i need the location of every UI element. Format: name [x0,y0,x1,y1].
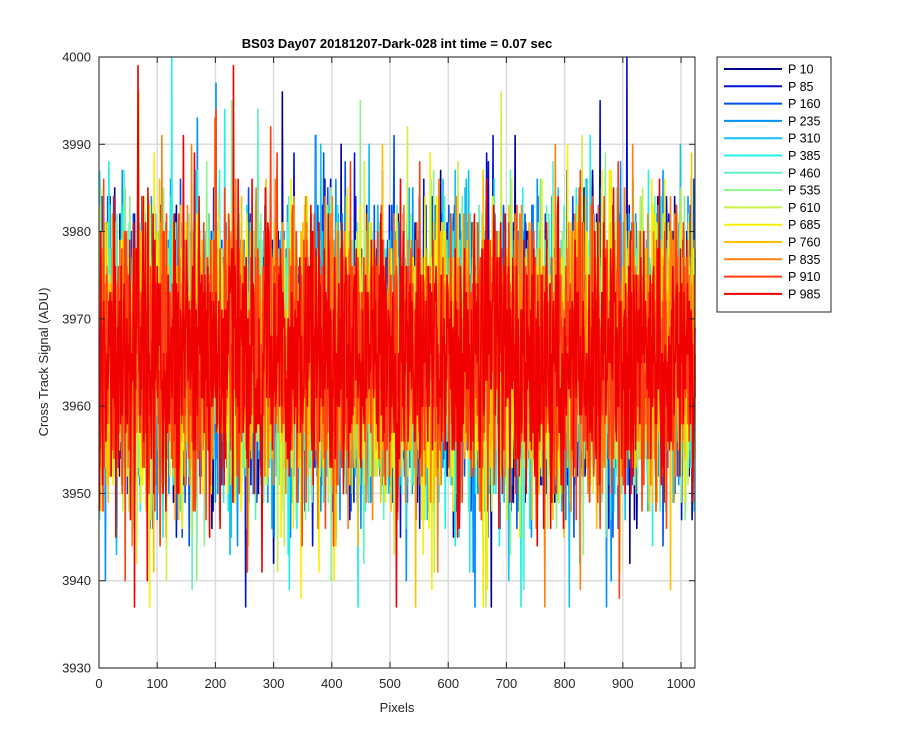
legend-label: P 985 [788,287,820,301]
legend-label: P 385 [788,149,820,163]
plot-area: 0 100 200 300 400 500 600 700 800 900 1000 3930 394… [62,50,696,691]
legend-label: P 685 [788,218,820,232]
x-tick-label: 400 [321,676,343,691]
y-axis-ticks: 3930 3940 3950 3960 3970 3980 3990 4000 [62,50,695,676]
x-tick-label: 500 [379,676,401,691]
legend-label: P 160 [788,97,820,111]
y-tick-label: 3940 [62,573,91,588]
legend: P 10 P 85 P 160 P 235 P 310 P 385 P 460 P 535 P … [716,56,832,313]
legend-label: P 760 [788,236,820,250]
legend-label: P 910 [788,270,820,284]
x-tick-label: 100 [146,676,168,691]
legend-label: P 310 [788,132,820,146]
series-group [98,56,696,608]
y-tick-label: 4000 [62,50,91,65]
y-tick-label: 3990 [62,137,91,152]
y-tick-label: 3950 [62,486,91,501]
y-tick-label: 3960 [62,399,91,414]
y-tick-label: 3970 [62,311,91,326]
legend-label: P 610 [788,201,820,215]
legend-label: P 235 [788,114,820,128]
legend-label: P 85 [788,80,814,94]
y-tick-label: 3930 [62,661,91,676]
x-tick-label: 1000 [667,676,696,691]
x-axis-ticks: 0 100 200 300 400 500 600 700 800 900 1000 [95,57,695,691]
legend-label: P 460 [788,166,820,180]
y-axis-label: Cross Track Signal (ADU) [36,288,51,437]
legend-label: P 535 [788,184,820,198]
x-axis-label: Pixels [380,700,415,715]
series-line [98,64,696,608]
x-tick-label: 0 [95,676,102,691]
x-tick-label: 200 [205,676,227,691]
x-tick-label: 800 [554,676,576,691]
legend-label: P 835 [788,253,820,267]
chart-title: BS03 Day07 20181207-Dark-028 int time = … [242,36,552,51]
x-tick-label: 300 [263,676,285,691]
legend-label: P 10 [788,63,814,77]
legend-box [716,56,832,313]
x-tick-label: 700 [496,676,518,691]
axes-box [98,56,696,669]
x-tick-label: 600 [437,676,459,691]
y-tick-label: 3980 [62,224,91,239]
x-tick-label: 900 [612,676,634,691]
